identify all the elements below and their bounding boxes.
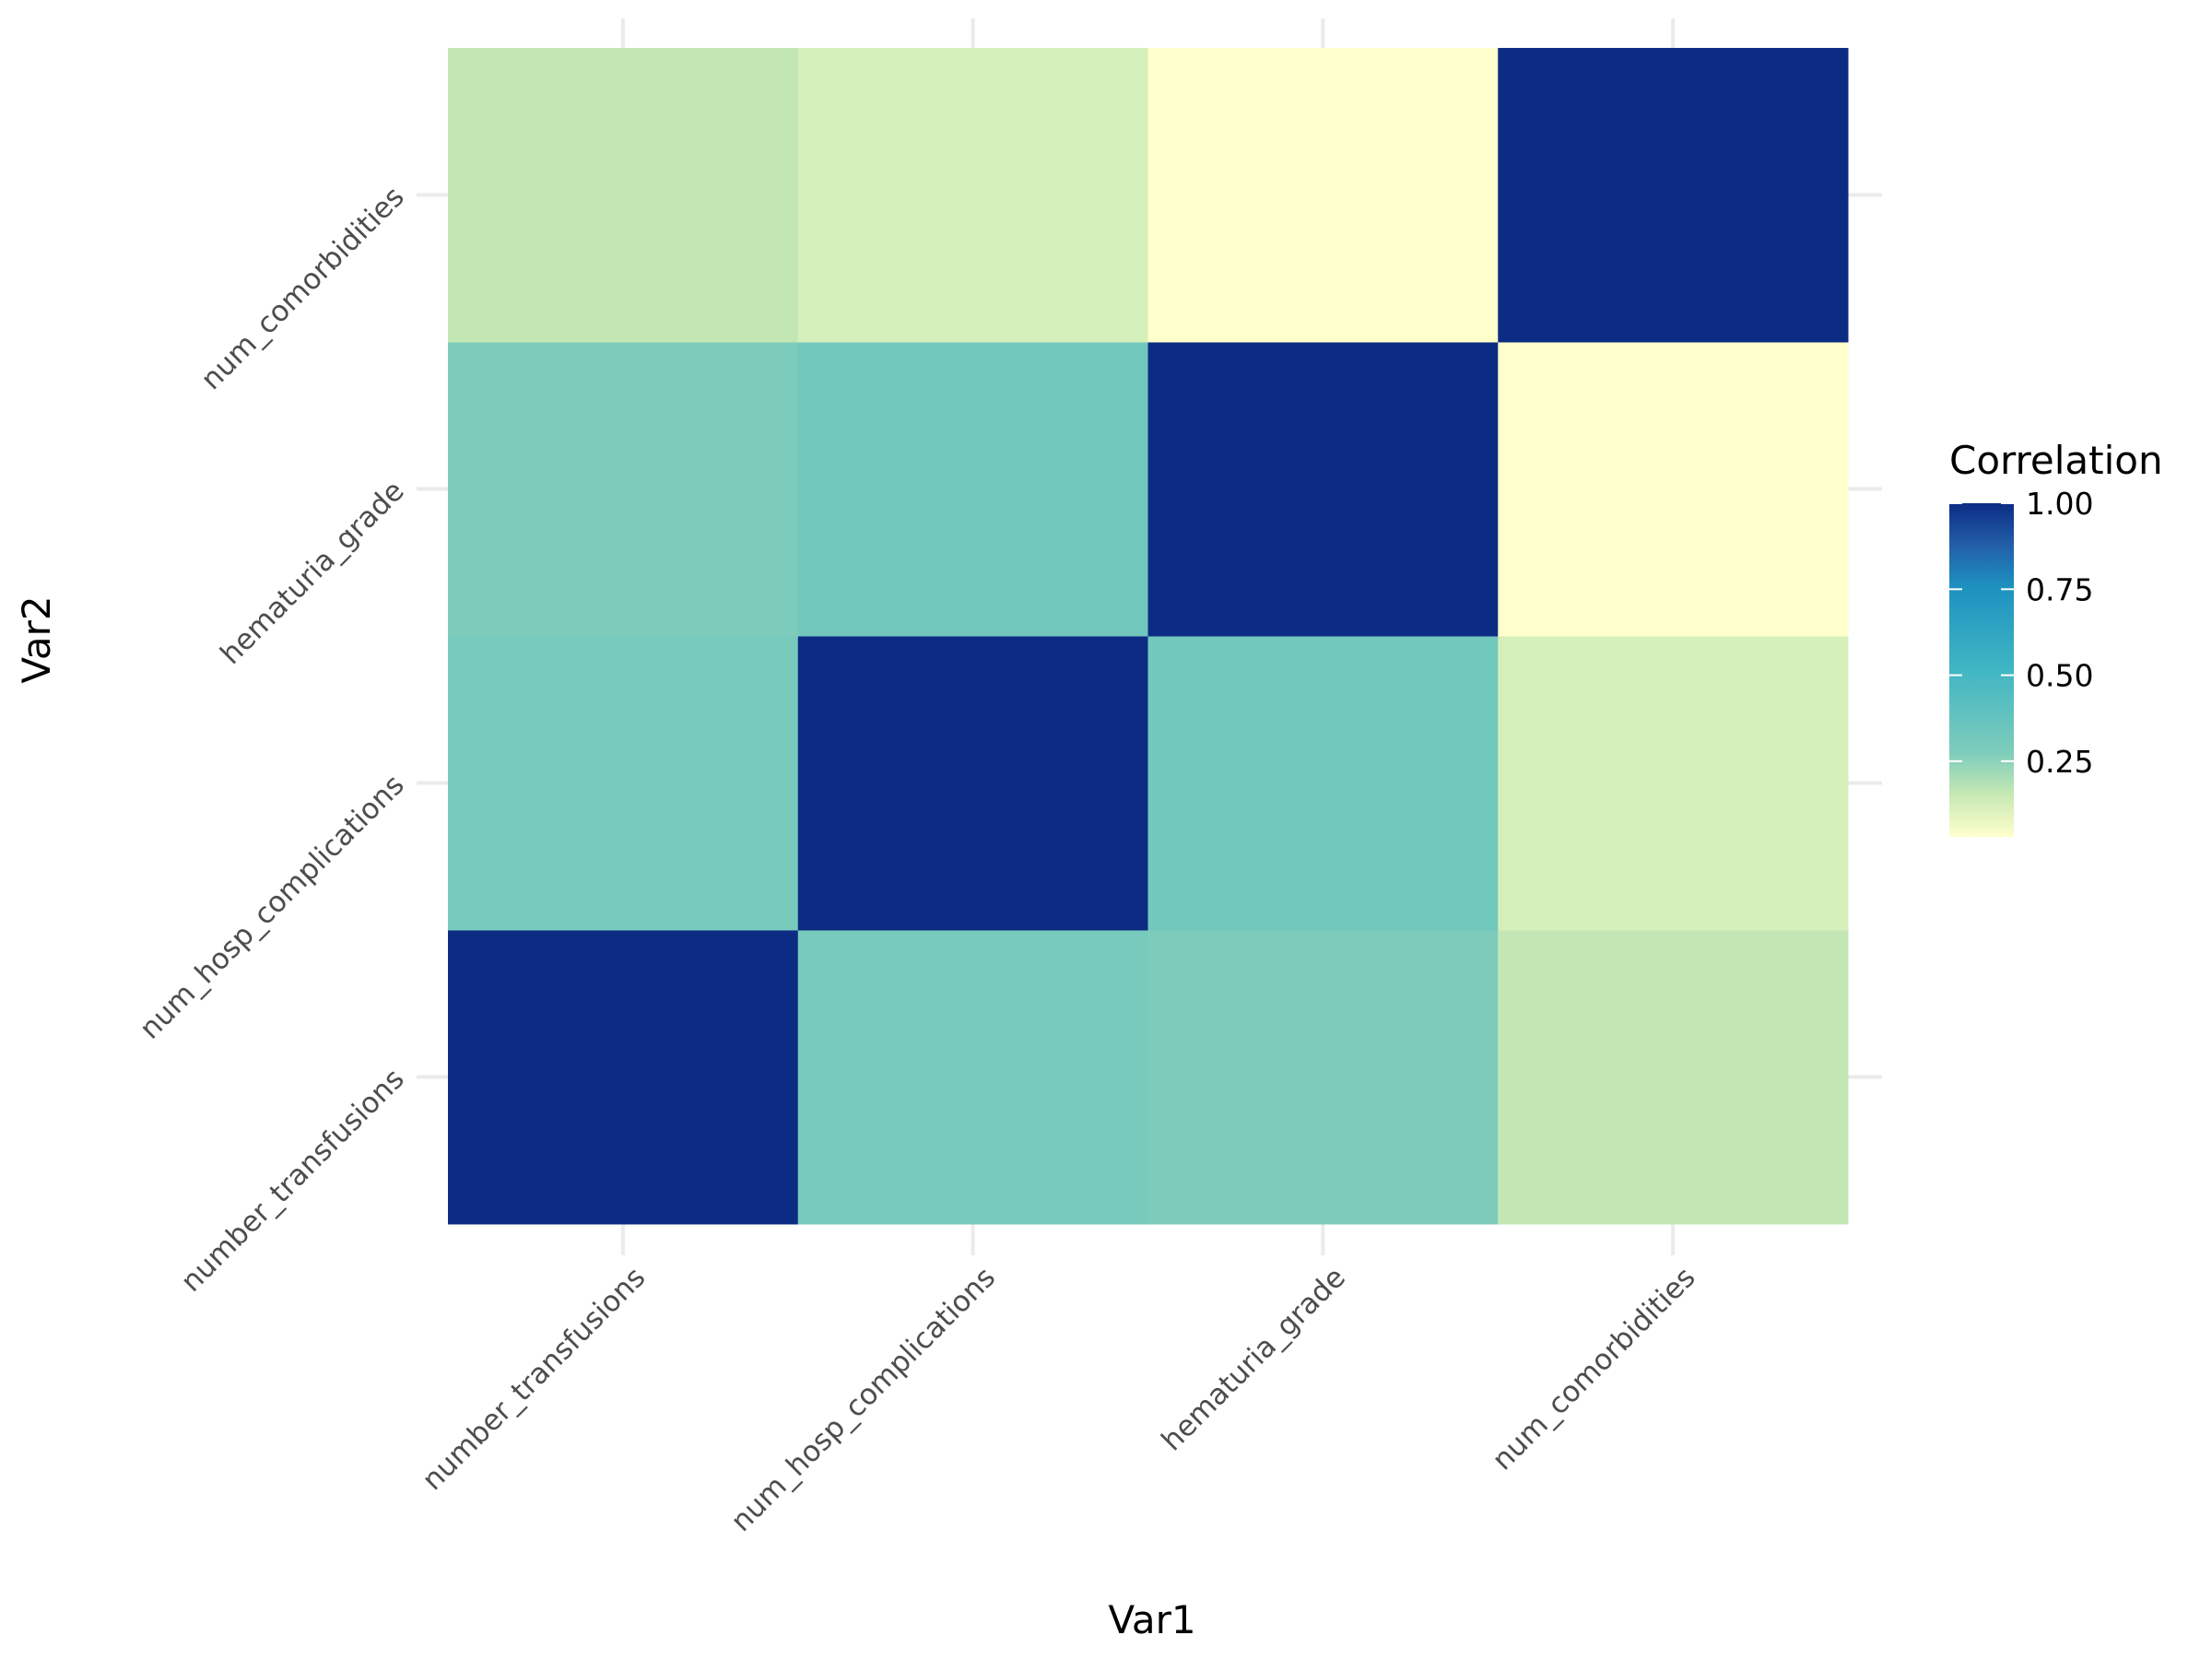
y-axis-title: Var2 bbox=[14, 595, 59, 683]
x-axis-ticks: number_transfusions num_hosp_complication… bbox=[416, 1261, 1701, 1538]
y-axis-ticks: number_transfusionsnum_hosp_complication… bbox=[134, 181, 411, 1299]
legend-tick-label-1: 0.75 bbox=[2026, 571, 2093, 607]
heatmap-cell-hematuria-grade-hematuria-grade bbox=[1147, 342, 1499, 637]
x-axis-title: Var1 bbox=[1108, 1597, 1195, 1642]
heatmap-cell-num-comorbidities-num-hosp-complications bbox=[1498, 636, 1849, 931]
heatmap-cell-num-hosp-complications-hematuria-grade bbox=[797, 342, 1148, 637]
heatmap-cell-number-transfusions-hematuria-grade bbox=[448, 342, 799, 637]
legend-tick-label-2: 0.50 bbox=[2026, 658, 2093, 694]
y-tick-label-hematuria-grade: hematuria_grade bbox=[214, 475, 410, 671]
legend-tick-label-0: 1.00 bbox=[2026, 486, 2093, 522]
x-tick-label-num-hosp-complications: num_hosp_complications bbox=[724, 1261, 1002, 1538]
heatmap-cell-num-hosp-complications-number-transfusions bbox=[797, 930, 1148, 1225]
legend-title: Correlation bbox=[1949, 438, 2163, 483]
heatmap-cell-number-transfusions-num-hosp-complications bbox=[448, 636, 799, 931]
heatmap-cell-num-comorbidities-hematuria-grade bbox=[1498, 342, 1849, 637]
heatmap-cell-hematuria-grade-num-hosp-complications bbox=[1147, 636, 1499, 931]
heatmap-cells bbox=[448, 48, 1849, 1225]
y-tick-label-number-transfusions: number_transfusions bbox=[174, 1063, 410, 1299]
heatmap-cell-hematuria-grade-number-transfusions bbox=[1147, 930, 1499, 1225]
x-tick-label-number-transfusions: number_transfusions bbox=[416, 1261, 652, 1497]
heatmap-cell-number-transfusions-num-comorbidities bbox=[448, 48, 799, 343]
heatmap-cell-hematuria-grade-num-comorbidities bbox=[1147, 48, 1499, 343]
y-tick-label-num-comorbidities: num_comorbidities bbox=[194, 181, 410, 396]
heatmap-cell-num-hosp-complications-num-hosp-complications bbox=[797, 636, 1148, 931]
legend-colorbar bbox=[1949, 503, 2014, 837]
x-tick-label-num-comorbidities: num_comorbidities bbox=[1486, 1261, 1701, 1477]
heatmap-cell-num-hosp-complications-num-comorbidities bbox=[797, 48, 1148, 343]
heatmap-cell-num-comorbidities-number-transfusions bbox=[1498, 930, 1849, 1225]
legend-tick-label-3: 0.25 bbox=[2026, 744, 2093, 780]
heatmap-cell-num-comorbidities-num-comorbidities bbox=[1498, 48, 1849, 343]
heatmap-cell-number-transfusions-number-transfusions bbox=[448, 930, 799, 1225]
color-legend: Correlation 1.00 0.75 0.50 0.25 bbox=[1949, 438, 2163, 837]
y-tick-label-num-hosp-complications: num_hosp_complications bbox=[134, 769, 411, 1046]
legend-ticks: 1.00 0.75 0.50 0.25 bbox=[1949, 486, 2093, 780]
x-tick-label-hematuria-grade: hematuria_grade bbox=[1156, 1261, 1352, 1457]
